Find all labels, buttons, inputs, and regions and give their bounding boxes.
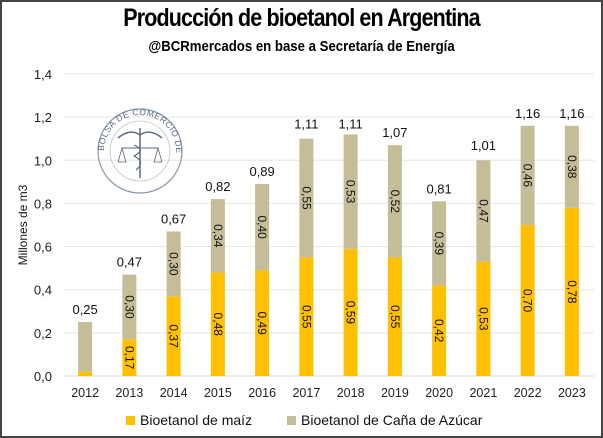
segment-label: 0,40 xyxy=(255,215,269,239)
segment-label: 0,46 xyxy=(521,164,535,188)
legend-label: Bioetanol de Caña de Azúcar xyxy=(301,412,483,428)
svg-text:BOLSA DE COMERCIO DE ROSARIO: BOLSA DE COMERCIO DE ROSARIO xyxy=(0,0,184,154)
x-tick-label: 2016 xyxy=(248,386,276,400)
bar-cana-2014 xyxy=(166,231,181,297)
bar-maiz-2012 xyxy=(78,371,93,376)
chart-title: Producción de bioetanol en Argentina xyxy=(123,4,480,32)
y-tick-label: 0,0 xyxy=(34,369,52,384)
legend: Bioetanol de maíz Bioetanol de Caña de Az… xyxy=(126,412,483,428)
legend-swatch-cana xyxy=(287,416,296,425)
segment-label: 0,47 xyxy=(476,199,490,223)
segment-label: 0,55 xyxy=(388,305,402,329)
total-label: 0,89 xyxy=(249,164,274,179)
x-tick-label: 2023 xyxy=(558,386,586,400)
segment-label: 0,53 xyxy=(476,307,490,331)
x-tick-label: 2014 xyxy=(160,386,188,400)
bar-maiz-2014 xyxy=(166,296,181,376)
bars xyxy=(78,125,579,376)
total-label: 1,16 xyxy=(559,106,584,121)
bcr-seal-watermark-icon: BOLSA DE COMERCIO DE ROSARIO xyxy=(0,0,184,194)
segment-label: 0,48 xyxy=(211,313,225,337)
x-tick-label: 2012 xyxy=(71,386,99,400)
total-label: 1,11 xyxy=(338,117,362,132)
y-tick-label: 1,2 xyxy=(34,110,52,125)
bar-cana-2017 xyxy=(299,138,314,258)
bar-maiz-2020 xyxy=(432,285,447,376)
data-labels: 0,25 0,17 0,30 0,47 0,37 0,30 0,67 0,48 0,34 0,82… xyxy=(72,106,584,370)
segment-label: 0,52 xyxy=(388,190,402,214)
y-tick-label: 0,4 xyxy=(34,283,52,298)
bar-maiz-2015 xyxy=(210,272,225,376)
bar-cana-2020 xyxy=(432,201,447,286)
x-tick-label: 2020 xyxy=(425,386,453,400)
y-axis-ticks: 0,0 0,2 0,4 0,6 0,8 1,0 1,2 1,4 xyxy=(34,67,52,384)
gridlines xyxy=(63,73,594,377)
x-tick-label: 2015 xyxy=(204,386,232,400)
bar-maiz-2022 xyxy=(520,225,535,376)
segment-label: 0,78 xyxy=(565,280,579,304)
bar-cana-2023 xyxy=(564,125,579,208)
total-label: 1,01 xyxy=(471,138,496,153)
y-tick-label: 0,2 xyxy=(34,326,52,341)
bar-maiz-2017 xyxy=(299,257,314,376)
x-tick-label: 2013 xyxy=(115,386,143,400)
y-tick-label: 1,0 xyxy=(34,153,52,168)
legend-label: Bioetanol de maíz xyxy=(140,412,252,428)
bar-cana-2013 xyxy=(122,274,137,340)
total-label: 0,81 xyxy=(426,181,451,196)
total-label: 0,25 xyxy=(72,302,97,317)
total-label: 1,07 xyxy=(382,125,407,140)
legend-swatch-maiz xyxy=(126,416,135,425)
y-tick-label: 0,8 xyxy=(34,196,52,211)
x-tick-label: 2021 xyxy=(469,386,497,400)
x-tick-label: 2018 xyxy=(337,386,365,400)
segment-label: 0,55 xyxy=(299,186,313,210)
bar-cana-2022 xyxy=(520,125,535,225)
chart-subtitle: @BCRmercados en base a Secretaría de Ene… xyxy=(148,38,455,55)
total-label: 0,67 xyxy=(161,211,186,226)
segment-label: 0,55 xyxy=(299,305,313,329)
segment-label: 0,38 xyxy=(565,155,579,179)
segment-label: 0,59 xyxy=(344,301,358,325)
bar-cana-2021 xyxy=(476,160,491,262)
y-tick-label: 0,6 xyxy=(34,240,52,255)
segment-label: 0,53 xyxy=(344,180,358,204)
bar-cana-2012 xyxy=(78,322,93,372)
segment-label: 0,17 xyxy=(122,346,136,370)
bar-maiz-2018 xyxy=(343,248,358,376)
segment-label: 0,39 xyxy=(432,232,446,256)
bar-cana-2016 xyxy=(255,184,270,271)
y-axis-label: Millones de m3 xyxy=(16,184,30,265)
total-label: 0,47 xyxy=(117,255,142,270)
segment-label: 0,70 xyxy=(521,289,535,313)
bar-cana-2018 xyxy=(343,134,358,249)
x-tick-label: 2019 xyxy=(381,386,409,400)
bar-cana-2019 xyxy=(387,145,402,258)
bar-maiz-2013 xyxy=(122,339,137,376)
segment-label: 0,30 xyxy=(167,252,181,276)
total-label: 1,11 xyxy=(294,117,318,132)
x-tick-label: 2017 xyxy=(292,386,320,400)
segment-label: 0,34 xyxy=(211,224,225,248)
y-tick-label: 1,4 xyxy=(34,67,52,82)
bar-maiz-2023 xyxy=(564,207,579,376)
bar-maiz-2016 xyxy=(255,270,270,376)
total-label: 1,16 xyxy=(515,106,540,121)
segment-label: 0,37 xyxy=(167,324,181,348)
segment-label: 0,49 xyxy=(255,311,269,335)
x-tick-label: 2022 xyxy=(514,386,542,400)
segment-label: 0,30 xyxy=(122,295,136,319)
bar-maiz-2019 xyxy=(387,257,402,376)
bar-maiz-2021 xyxy=(476,261,491,376)
segment-label: 0,42 xyxy=(432,319,446,343)
seal-text: BOLSA DE COMERCIO DE ROSARIO xyxy=(0,0,184,154)
bar-cana-2015 xyxy=(210,199,225,273)
total-label: 0,82 xyxy=(205,179,230,194)
x-axis-ticks: 2012 2013 2014 2015 2016 2017 2018 2019 2020 2021… xyxy=(71,386,586,400)
